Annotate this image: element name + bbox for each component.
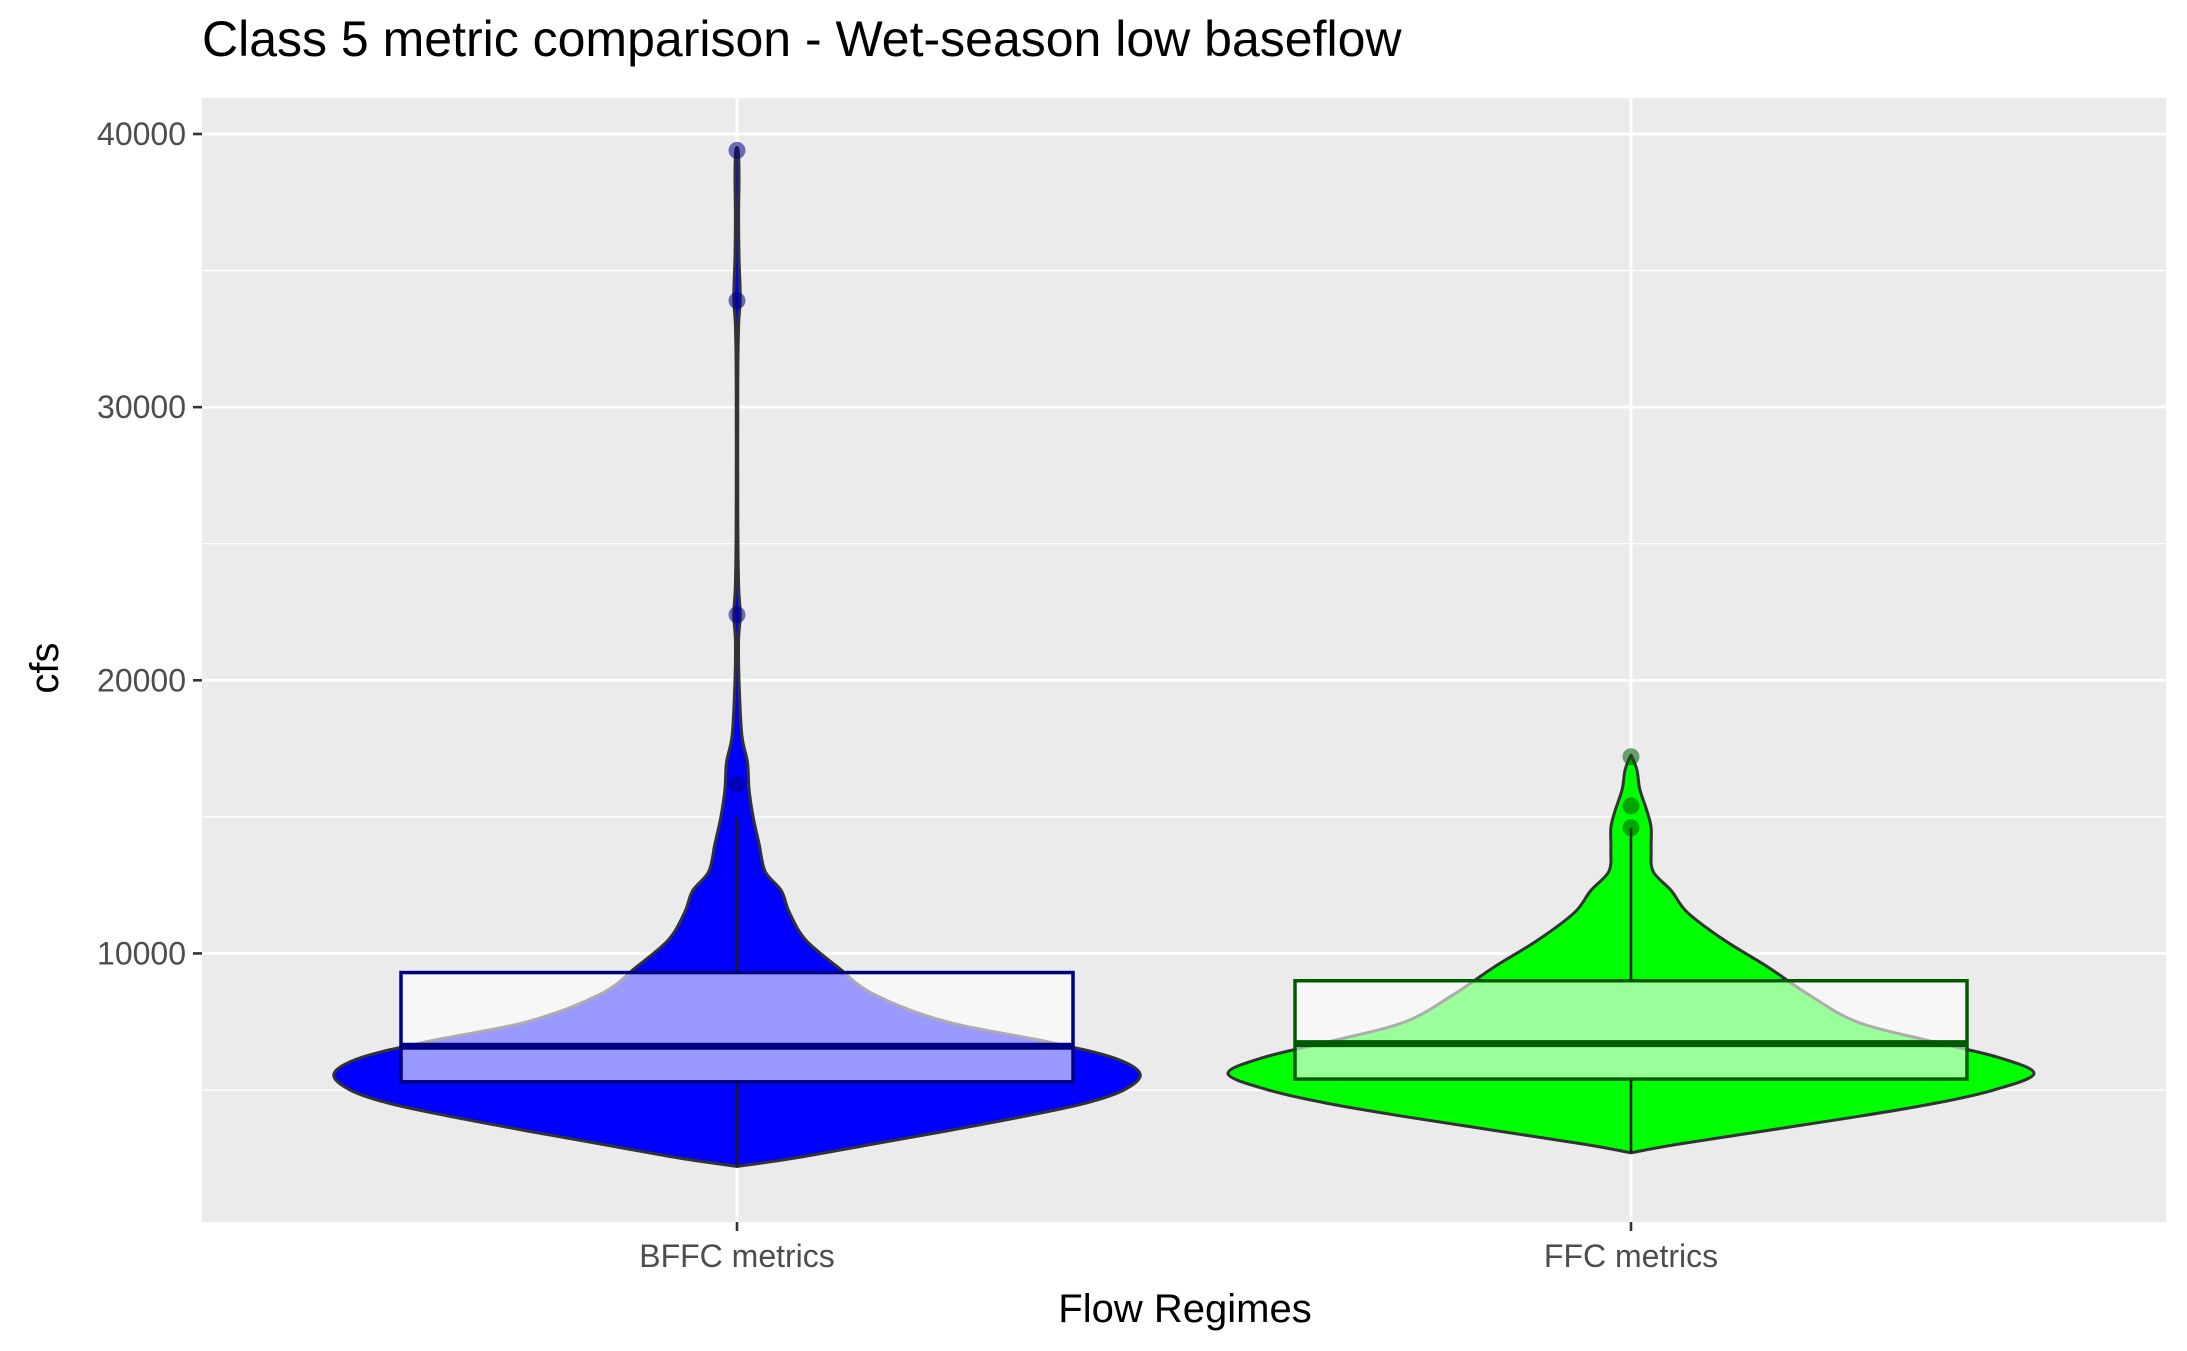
x-tick-label: BFFC metrics: [639, 1238, 835, 1274]
outlier-point: [728, 141, 746, 159]
x-axis-title: Flow Regimes: [1058, 1287, 1311, 1331]
y-tick-label: 30000: [97, 389, 186, 425]
x-tick-label: FFC metrics: [1544, 1238, 1718, 1274]
box-1: [1293, 978, 1969, 1081]
y-axis-title: cfs: [23, 642, 67, 693]
outlier-point: [728, 606, 746, 624]
outlier-point: [728, 292, 746, 310]
outlier-point: [1622, 819, 1640, 837]
y-tick-label: 20000: [97, 662, 186, 698]
chart-title: Class 5 metric comparison - Wet-season l…: [202, 11, 1402, 67]
outlier-point: [1622, 797, 1640, 815]
y-tick-label: 10000: [97, 935, 186, 971]
y-tick-label: 40000: [97, 116, 186, 152]
box-0: [399, 970, 1075, 1084]
outlier-point: [728, 775, 746, 793]
outlier-point: [1622, 748, 1640, 766]
